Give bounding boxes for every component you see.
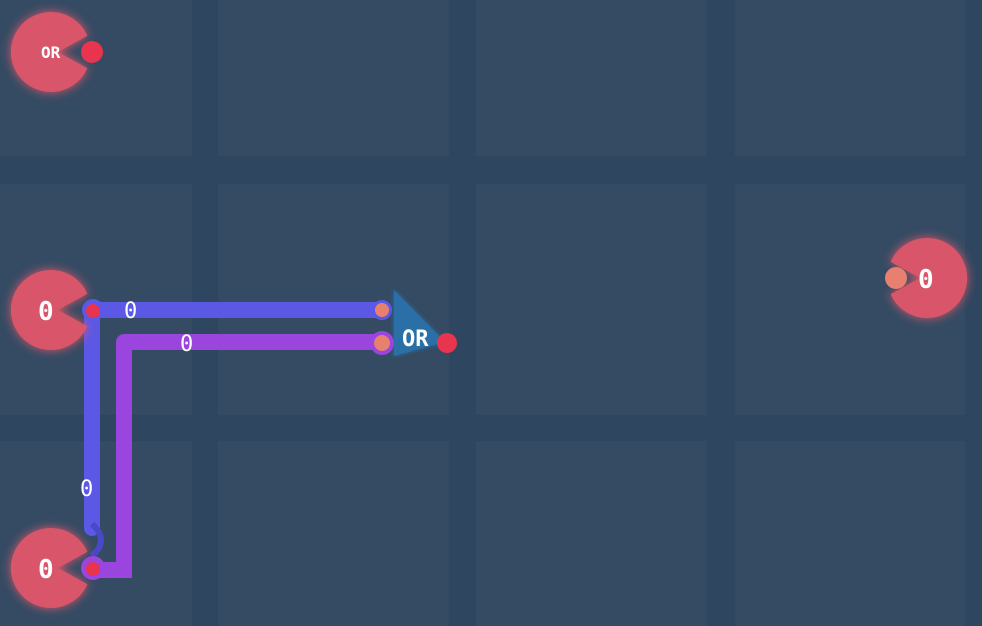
gate-input-port[interactable] (374, 335, 390, 351)
wire-blue[interactable] (84, 302, 390, 559)
node-label: 0 (918, 265, 934, 295)
grid-cell (476, 441, 707, 626)
grid-cell (476, 184, 707, 415)
grid-cell (735, 0, 965, 156)
node-output-port[interactable] (86, 562, 100, 576)
or-node[interactable]: OR (10, 12, 103, 93)
node-label: 0 (38, 297, 54, 327)
wire-label: 0 (80, 477, 93, 502)
input-node-b[interactable]: 0 (10, 528, 105, 608)
node-input-port[interactable] (885, 267, 907, 289)
gate-input-port[interactable] (375, 303, 389, 317)
grid-cell (218, 0, 449, 156)
output-node[interactable]: 0 (885, 237, 968, 318)
grid-cell (476, 0, 707, 156)
node-output-port[interactable] (81, 41, 103, 63)
grid-cell (735, 441, 965, 626)
node-label: 0 (38, 555, 54, 585)
grid-cell (218, 184, 449, 415)
wire-label: 0 (124, 299, 137, 324)
gate-label: OR (402, 327, 429, 352)
grid-cell (218, 441, 449, 626)
node-label: OR (41, 43, 61, 62)
wire-purple[interactable] (92, 334, 390, 578)
wire-label: 0 (180, 332, 193, 357)
or-gate[interactable]: OR (394, 290, 457, 356)
gate-output-port[interactable] (437, 333, 457, 353)
input-node-a[interactable]: 0 (10, 270, 104, 350)
node-output-port[interactable] (86, 304, 100, 318)
